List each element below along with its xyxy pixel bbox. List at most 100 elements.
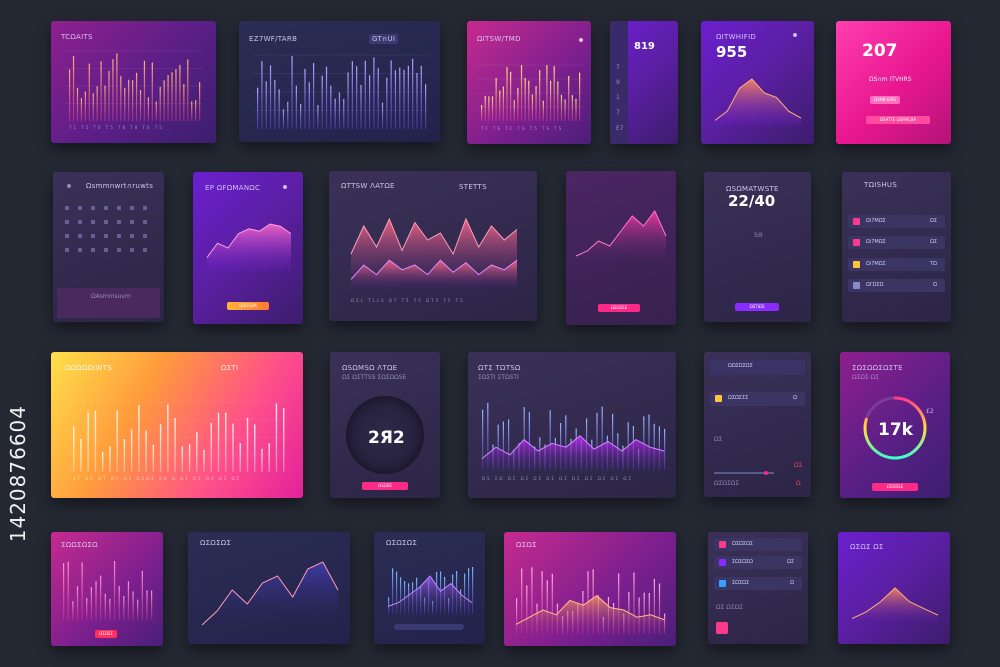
bar-chart-card-4[interactable]: ΣΩΩΣΩΣΩ ΩΣΩΣΣ: [51, 532, 163, 646]
primary-button[interactable]: ΩANB EIRS: [870, 96, 900, 104]
toggle-list-card[interactable]: ΩΣΩΣΩΣ ΣΩΣΩΣΩ ΩΣ ΣΩΣΩΣ Ω ΩΣ ΩΣΩΣ: [708, 532, 808, 644]
action-button[interactable]: ΩΣΩΣΣ: [95, 630, 117, 638]
calendar-day[interactable]: [130, 248, 134, 252]
calendar-day[interactable]: [130, 206, 134, 210]
stat-value: 955: [716, 43, 748, 61]
nav-item[interactable]: 7: [616, 109, 620, 116]
action-button[interactable]: ΩSΩSE: [362, 482, 408, 490]
calendar-day[interactable]: [78, 220, 82, 224]
chart-bar: [151, 590, 153, 620]
calendar-day[interactable]: [104, 206, 108, 210]
list-item[interactable]: ΣΩΣΩΣ Ω: [714, 577, 802, 590]
chart-bar: [295, 85, 297, 129]
calendar-day[interactable]: [91, 234, 95, 238]
chart-bar: [96, 86, 98, 121]
settings-icon[interactable]: [283, 185, 287, 189]
nav-item[interactable]: 1: [616, 94, 620, 101]
filter-badge[interactable]: STETTS: [459, 183, 487, 191]
calendar-day[interactable]: [130, 220, 134, 224]
action-button[interactable]: ΩΣΩSSE: [872, 483, 918, 491]
chart-tabs[interactable]: [394, 624, 464, 630]
chart-bar: [195, 100, 197, 121]
bar-chart-card-3[interactable]: ΩITSW/TMD TF TS TC TS T5 TS TS: [467, 21, 591, 144]
calendar-day[interactable]: [143, 220, 147, 224]
calendar-day[interactable]: [117, 234, 121, 238]
area-chart-card-3[interactable]: ΩSΩSSE: [566, 171, 676, 325]
calendar-day[interactable]: [65, 206, 69, 210]
calendar-day[interactable]: [117, 206, 121, 210]
nav-item[interactable]: E7: [616, 125, 624, 132]
list-item[interactable]: Ωi7MΩΣ TΩ: [848, 258, 945, 271]
nav-item[interactable]: 7: [616, 64, 620, 71]
line-chart-card-1[interactable]: ΩΣΩΣΩΣ: [188, 532, 350, 644]
calendar-day[interactable]: [104, 248, 108, 252]
list-item[interactable]: ΩΓΩΣΩ Ω: [848, 279, 945, 292]
list-item[interactable]: Ωi7MΩΣ ΩΣ: [848, 215, 945, 228]
calendar-day[interactable]: [104, 234, 108, 238]
calendar-day[interactable]: [130, 234, 134, 238]
calendar-day[interactable]: [104, 220, 108, 224]
bar-chart-card-2[interactable]: EZ7WF/TARB GT∩UI: [239, 21, 440, 142]
gauge-card[interactable]: ΩSΩMSΩ ΛTΩE ΩΣ ΩΣTTSS ΣΩΣΩΩSE 2Я2 ΩSΩSE: [330, 352, 440, 498]
chart-bar: [261, 61, 263, 129]
chart-area: [852, 588, 938, 622]
calendar-day[interactable]: [143, 248, 147, 252]
calendar-day[interactable]: [117, 220, 121, 224]
action-button[interactable]: ΩSTIΩS: [735, 303, 779, 311]
calendar-day[interactable]: [65, 248, 69, 252]
card-title: ΩTTSW ΛATΩE: [341, 182, 395, 190]
area-chart-card-1[interactable]: ΩITWHIFID 955: [701, 21, 814, 144]
calendar-day[interactable]: [78, 234, 82, 238]
chart-bar: [499, 90, 501, 121]
wave-chart-card[interactable]: ΩTTSW ΛATΩE STETTS ΩSL TLLS ΩT T5 T5 ΩT5…: [329, 171, 537, 321]
area-chart-card-4[interactable]: ΩΣΩΣ ΩΣ: [838, 532, 950, 644]
calendar-day[interactable]: [91, 220, 95, 224]
calendar-card[interactable]: Ωsmmnwrt∩ruwts Ω ΩAsmmsuvm: [53, 172, 164, 322]
calendar-day[interactable]: [143, 234, 147, 238]
calendar-day[interactable]: [91, 206, 95, 210]
chart-bar: [541, 571, 543, 634]
filter-badge[interactable]: GT∩UI: [369, 34, 399, 44]
calendar-day[interactable]: [65, 234, 69, 238]
spike-chart-card[interactable]: ΩTΣ TΩTSΩ ΣΩΣTI ΣTΩSTI ΩS ΣΩ ΩΣ ΩΣ ΩΣ ΩΣ…: [468, 352, 676, 498]
calendar-day[interactable]: [78, 248, 82, 252]
chart-bar: [275, 403, 278, 472]
area-chart: [206, 223, 292, 272]
chart-bar: [343, 99, 345, 129]
filter-badge[interactable]: ΩΣTI: [221, 364, 239, 372]
side-nav-card[interactable]: 819 7 9 1 7 E7: [610, 21, 678, 144]
list-item[interactable]: ΩΣΩΣΩΣ: [714, 538, 802, 551]
menu-icon[interactable]: [579, 38, 583, 42]
combo-chart-card[interactable]: ΩΣΩΣ: [504, 532, 676, 646]
calendar-day[interactable]: [78, 206, 82, 210]
chart-bar: [188, 444, 191, 472]
stat-caption: ΩS∩m ITVHRS: [869, 76, 912, 83]
header-row[interactable]: ΩΩΣΩΣΩΣ: [710, 360, 805, 375]
countdown-card[interactable]: ΩSΩMATWSTE 22/40 5Θ ΩSTIΩS: [704, 172, 811, 322]
calendar-day[interactable]: [143, 206, 147, 210]
mountain-chart-card[interactable]: ΩΣΩΣΩΣ: [374, 532, 485, 644]
stat-card-pink[interactable]: 207 ΩS∩m ITVHRS ΩANB EIRS ΩSATTE ΩSMALBA: [836, 21, 951, 144]
chart-bar: [497, 424, 499, 470]
settings-list-card[interactable]: ΩΩΣΩΣΩΣ ΩΣΩΣΣΣ Ω ΩΣ ΩΣ ΩΣΩΣΩΣ Ω: [704, 352, 811, 497]
calendar-day[interactable]: [65, 220, 69, 224]
ring-gauge-card[interactable]: ΣΩΣΩΩΣΩΣTE ΩΣΩΣ ΩΣ 17k £2 ΩΣΩSSE: [840, 352, 950, 498]
list-item[interactable]: ΩΣΩΣΣΣ Ω: [710, 392, 805, 406]
chart-bar: [334, 98, 336, 129]
item-icon: [853, 218, 860, 225]
settings-icon[interactable]: [793, 33, 797, 37]
slider-track[interactable]: [714, 472, 774, 474]
area-chart-card-2[interactable]: EP ΩFΩMANΩC ΩSΩSSM: [193, 172, 303, 324]
nav-item[interactable]: 9: [616, 79, 620, 86]
large-bar-chart-card[interactable]: ΩΩΩΩΩIWTS ΩΣTI ΣT ΩΣ ΩT ΩΣ ΩΣ ΩΣΩΣ ΣΩ Ω …: [51, 352, 303, 498]
secondary-button[interactable]: ΩSATTE ΩSMALBA: [866, 116, 930, 124]
calendar-day[interactable]: [91, 248, 95, 252]
action-button[interactable]: ΩSΩSSE: [598, 304, 640, 312]
list-card[interactable]: TΩISHUS Ωi7MΩΣ ΩΣ Ωi7MΩΣ ΩΣ Ωi7MΩΣ TΩ ΩΓΩΣΩ…: [842, 172, 951, 322]
action-button[interactable]: ΩSΩSSM: [227, 302, 269, 310]
bar-chart-card-1[interactable]: TCΩAITS T1 T5 T0 T5 T8 T8 T0 T5: [51, 21, 216, 143]
slider-thumb[interactable]: [764, 471, 768, 475]
list-item[interactable]: Ωi7MΩΣ ΩΣ: [848, 236, 945, 249]
list-item[interactable]: ΣΩΣΩΣΩ ΩΣ: [714, 556, 802, 569]
calendar-day[interactable]: [117, 248, 121, 252]
